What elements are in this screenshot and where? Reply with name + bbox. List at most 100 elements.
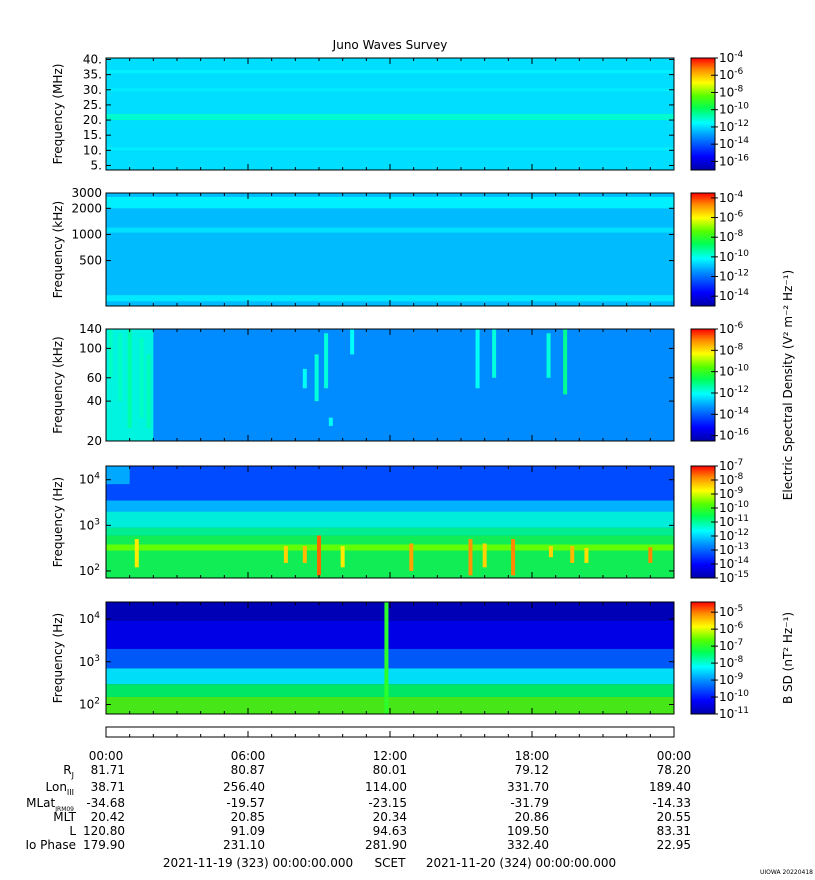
emission-burst (570, 546, 575, 563)
colorbar-tick-label: 10-14 (719, 406, 749, 421)
colorbar-tick-label: 10-14 (719, 556, 749, 571)
colorbar-tick-label: 10-10 (719, 500, 749, 515)
emission-band (106, 668, 674, 685)
y-tick-label: 30. (83, 83, 102, 97)
emission-burst (134, 539, 139, 568)
time-range-end: 2021-11-20 (324) 00:00:00.000 (426, 856, 616, 870)
emission-burst (283, 546, 288, 563)
emission-band (106, 466, 130, 485)
emission-burst (475, 329, 480, 389)
emission-burst (146, 354, 151, 429)
emission-band (106, 227, 674, 233)
emission-band (106, 544, 674, 551)
colorbar-tick-label: 10-11 (719, 706, 749, 721)
colorbar-tick-label: 10-4 (719, 50, 744, 65)
emission-burst (409, 543, 414, 571)
emission-burst (317, 535, 321, 576)
ephemeris-value: 20.34 (373, 810, 407, 824)
time-axis-title: SCET (375, 856, 407, 870)
footer-code: UIOWA 20220418 (760, 869, 813, 876)
chart-title: Juno Waves Survey (332, 38, 448, 52)
ephemeris-value: 109.50 (507, 824, 549, 838)
ephemeris-value: 80.87 (231, 763, 265, 777)
y-tick-label: 500 (79, 254, 102, 268)
ephemeris-value: 189.40 (649, 780, 691, 794)
emission-burst (511, 539, 516, 576)
ephemeris-value: 331.70 (507, 780, 549, 794)
colorbar-tick-label: 10-10 (719, 102, 749, 117)
y-tick-label: 102 (79, 697, 100, 712)
y-tick-label: 103 (79, 654, 100, 669)
colorbar-title: B SD (nT² Hz⁻¹) (781, 612, 795, 704)
colorbar-tick-label: 10-14 (719, 288, 749, 303)
colorbar-tick-label: 10-16 (719, 153, 749, 168)
y-axis-label: Frequency (Hz) (51, 613, 65, 704)
colorbar-tick-label: 10-12 (719, 385, 749, 400)
ephemeris-value: -31.79 (510, 796, 549, 810)
colorbar-tick-label: 10-11 (719, 514, 749, 529)
colorbar-tick-label: 10-8 (719, 342, 744, 357)
ephemeris-value: -34.68 (86, 796, 125, 810)
emission-burst (108, 329, 113, 378)
y-tick-label: 15. (83, 128, 102, 142)
time-tick-label: 12:00 (373, 749, 408, 763)
emission-band (106, 88, 674, 92)
y-tick-label: 35. (83, 68, 102, 82)
emission-burst (584, 547, 589, 563)
colorbar-tick-label: 10-16 (719, 428, 749, 443)
ephemeris-value: 83.31 (657, 824, 691, 838)
spectrogram-panel-1: 5.10.15.20.25.30.35.40. Frequency (MHz) 10… (51, 50, 749, 172)
emission-burst (118, 333, 123, 402)
ephemeris-value: 120.80 (83, 824, 125, 838)
colorbar-tick-label: 10-8 (719, 84, 744, 99)
y-axis-label: Frequency (kHz) (51, 336, 65, 433)
ephemeris-value: 256.40 (223, 780, 265, 794)
emission-band (106, 535, 674, 578)
emission-burst (548, 546, 553, 558)
colorbar-tick-label: 10-12 (719, 269, 749, 284)
colorbar-tick-label: 10-7 (719, 638, 743, 653)
spectrogram-panel-3: 140 100 60 40 20 Frequency (kHz) 10-16 10-14 10-… (51, 270, 795, 500)
ephemeris-value: 38.71 (91, 780, 125, 794)
ephemeris-row-label: MLT (53, 810, 76, 824)
y-tick-label: 40 (87, 394, 102, 408)
ephemeris-value: 281.90 (365, 838, 407, 852)
emission-burst (648, 547, 653, 563)
emission-burst (546, 333, 551, 378)
emission-burst (127, 329, 132, 429)
time-tick-label: 00:00 (657, 749, 692, 763)
colorbar-tick-label: 10-8 (719, 472, 744, 487)
emission-band (106, 684, 674, 697)
spectrogram-background (106, 193, 674, 306)
emission-burst (302, 368, 307, 389)
emission-burst (468, 539, 473, 576)
y-tick-label: 104 (79, 472, 100, 487)
colorbar-tick-label: 10-13 (719, 542, 749, 557)
colorbar-tick-label: 10-9 (719, 672, 744, 687)
ephemeris-value: -14.33 (652, 796, 691, 810)
ephemeris-row-label: L (69, 824, 76, 838)
colorbar-tick-label: 10-6 (719, 210, 744, 225)
emission-burst (482, 543, 487, 568)
colorbar (690, 601, 716, 715)
ephemeris-value: 80.01 (373, 763, 407, 777)
y-tick-label: 10. (83, 143, 102, 157)
emission-burst (302, 546, 307, 563)
ephemeris-value: 78.20 (657, 763, 691, 777)
colorbar-tick-label: 10-6 (719, 67, 744, 82)
colorbar-tick-label: 10-4 (719, 190, 744, 205)
ephemeris-value: 20.85 (231, 810, 265, 824)
ephemeris-value: 91.09 (231, 824, 265, 838)
colorbar-tick-label: 10-8 (719, 655, 744, 670)
y-tick-label: 3000 (71, 186, 102, 200)
emission-burst (563, 329, 568, 395)
time-tick-label: 00:00 (89, 749, 124, 763)
emission-band (106, 527, 674, 536)
emission-burst (492, 329, 497, 378)
colorbar-tick-label: 10-9 (719, 486, 744, 501)
emission-band (106, 295, 674, 302)
ephemeris-value: 81.71 (91, 763, 125, 777)
ephemeris-value: 332.40 (507, 838, 549, 852)
y-tick-label: 102 (79, 563, 100, 578)
ephemeris-value: 20.55 (657, 810, 691, 824)
